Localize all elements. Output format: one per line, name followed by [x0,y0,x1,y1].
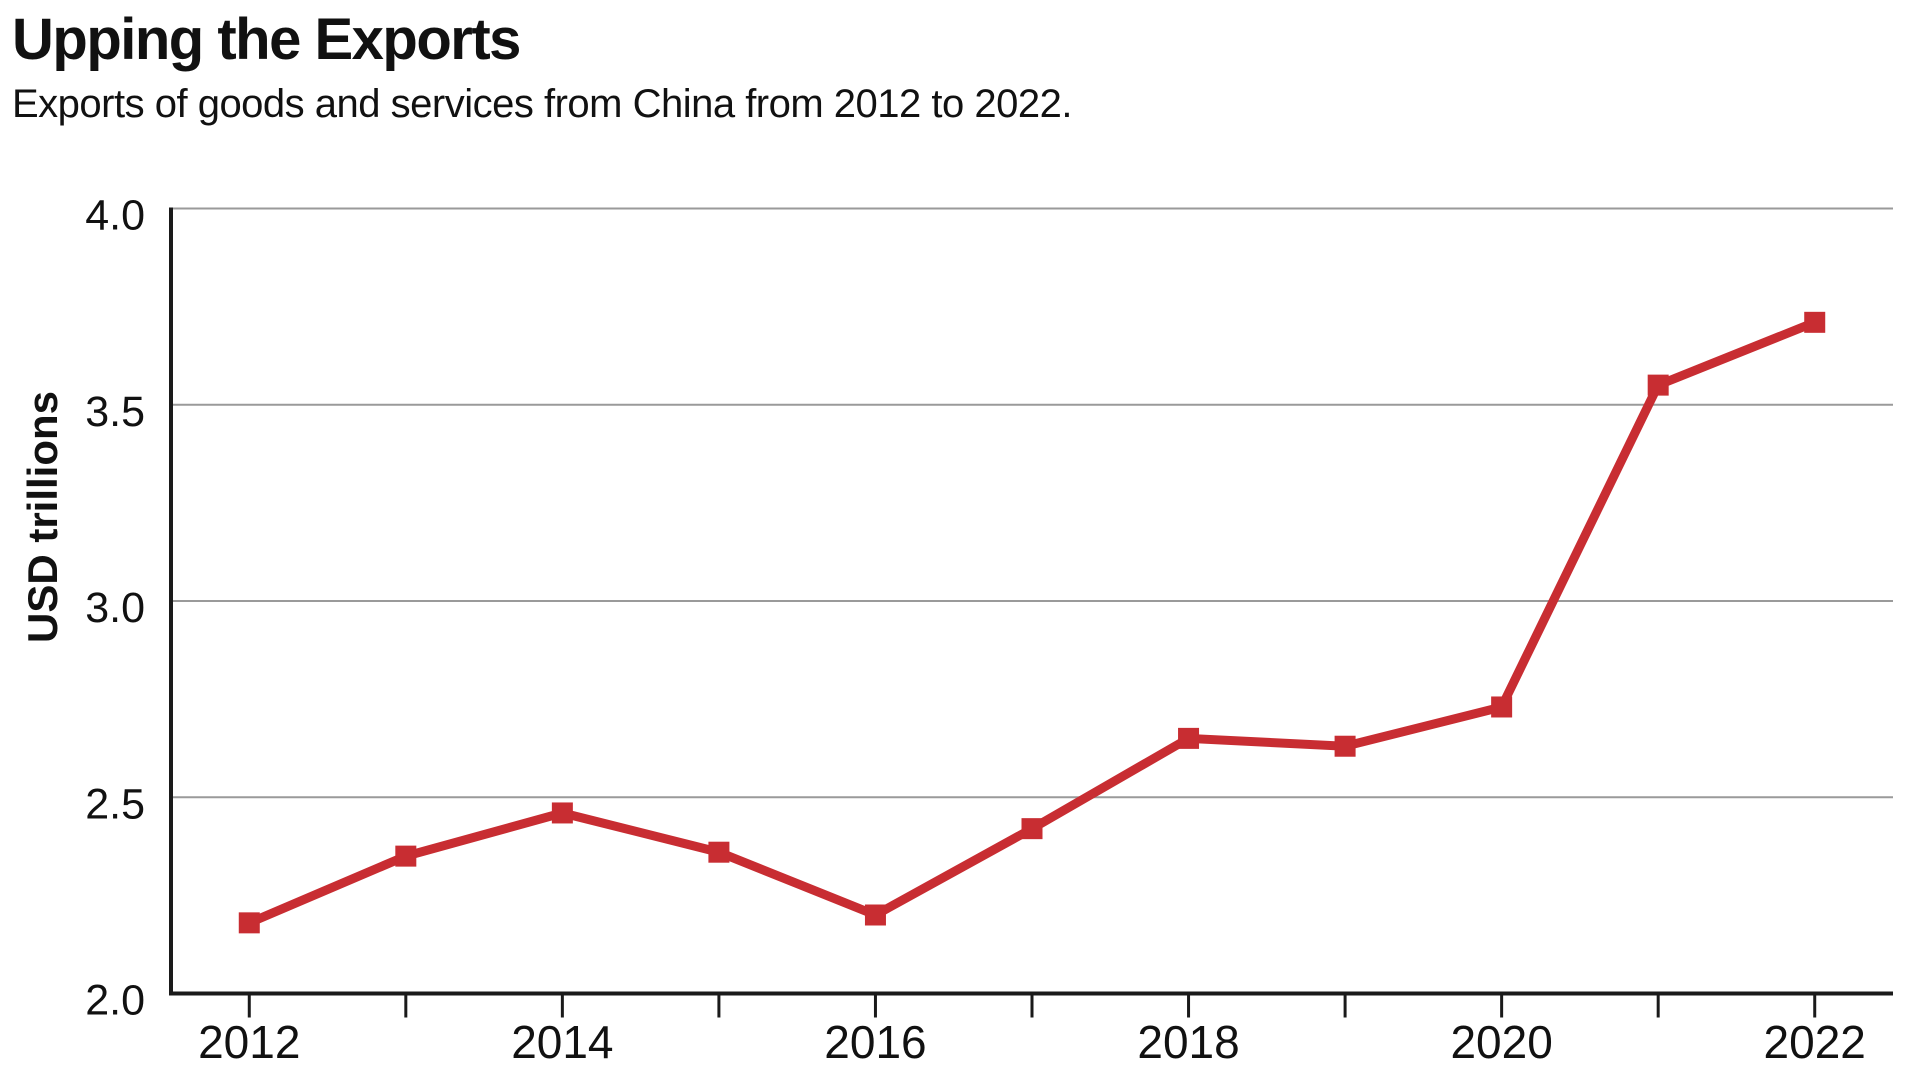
y-axis-title: USD trillions [19,391,66,643]
y-tick-label-3.5: 3.5 [85,388,145,436]
data-point-2017 [1021,818,1043,840]
x-tick-label-2020: 2020 [1450,1016,1552,1068]
chart-title: Upping the Exports [12,7,521,72]
x-tick-label-2018: 2018 [1137,1016,1239,1068]
x-tick-label-2022: 2022 [1764,1016,1866,1068]
data-point-2012 [238,912,260,934]
y-tick-label-4.0: 4.0 [85,192,145,240]
data-point-2015 [708,841,730,863]
chart-subtitle: Exports of goods and services from China… [12,82,1072,126]
x-tick-label-2014: 2014 [511,1016,613,1068]
y-tick-label-2.0: 2.0 [85,977,145,1025]
data-point-2014 [551,802,573,824]
data-point-2022 [1804,311,1826,333]
data-point-2016 [864,904,886,926]
data-point-2018 [1178,727,1200,749]
data-point-2021 [1647,374,1669,396]
data-point-2020 [1491,696,1513,718]
x-tick-label-2016: 2016 [824,1016,926,1068]
data-point-2013 [395,845,417,867]
x-tick-label-2012: 2012 [198,1016,300,1068]
y-tick-label-2.5: 2.5 [85,780,145,828]
y-tick-label-3.0: 3.0 [85,584,145,632]
data-point-2019 [1334,735,1356,757]
